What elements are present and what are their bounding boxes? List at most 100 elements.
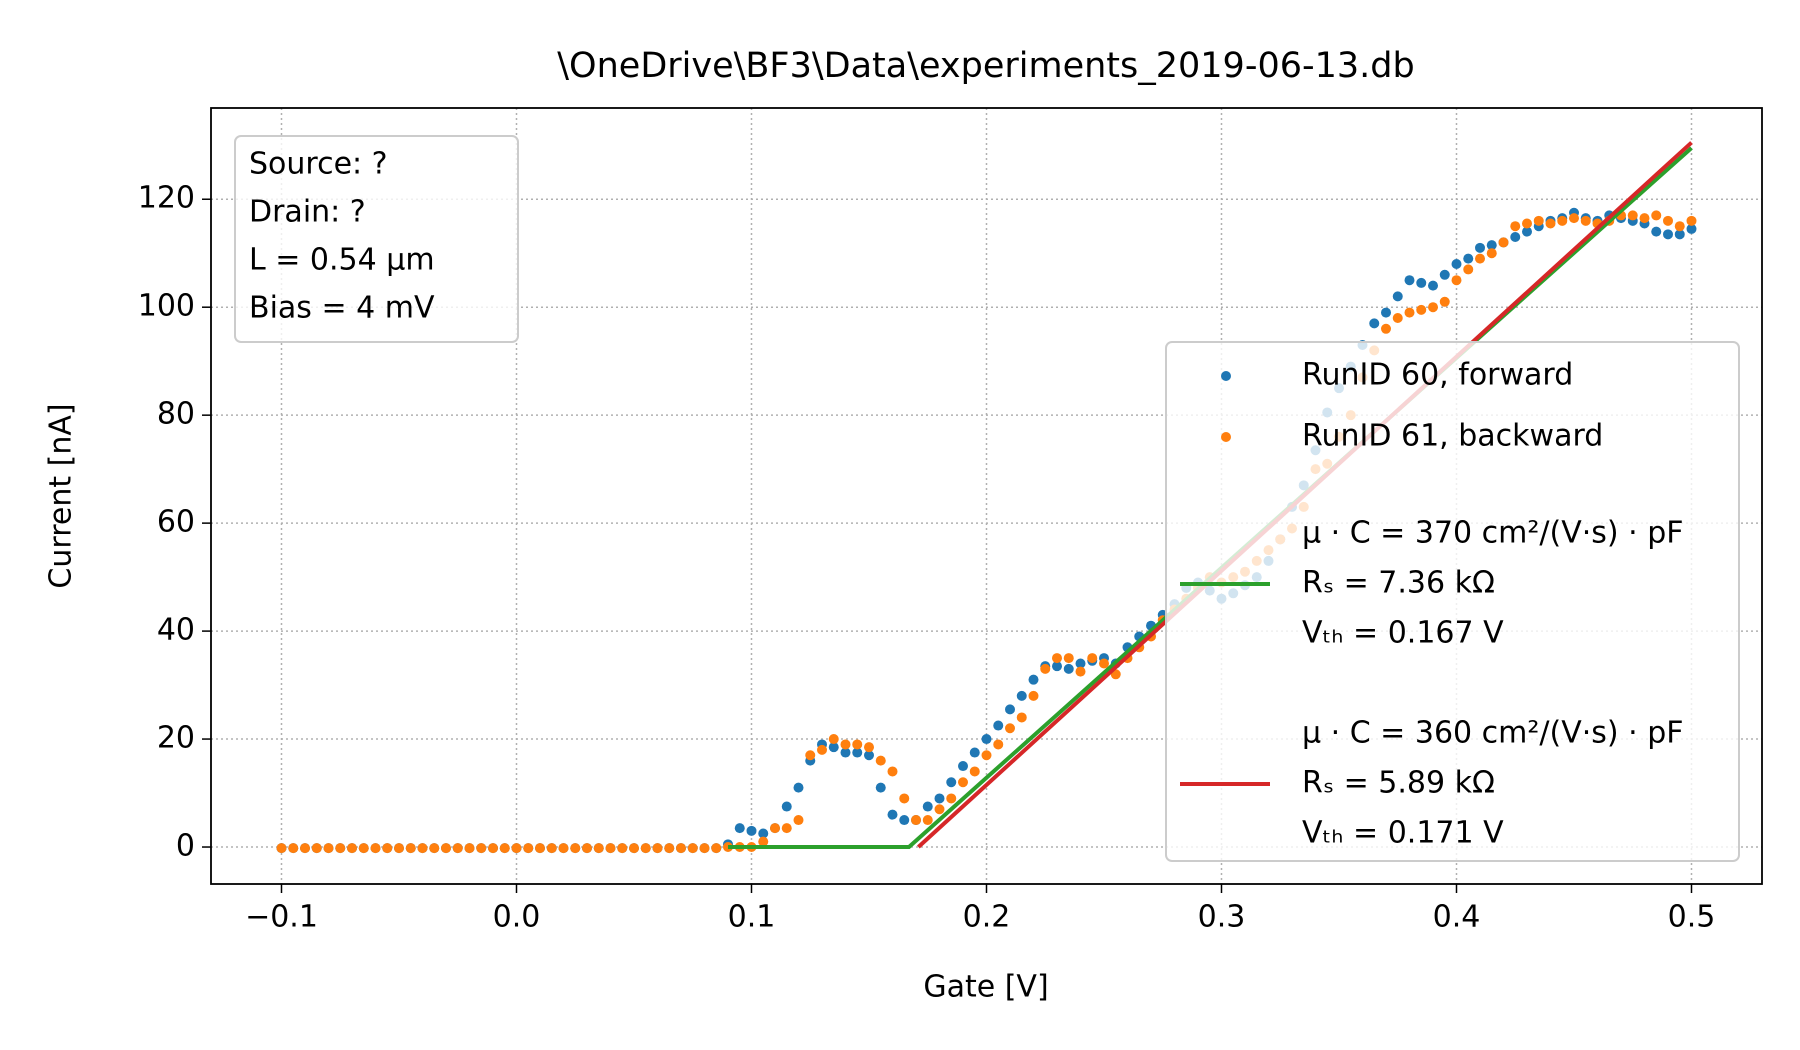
data-point [969, 747, 980, 758]
data-point [629, 843, 639, 854]
data-point [1428, 280, 1438, 291]
data-point [1557, 215, 1568, 226]
data-point [699, 843, 710, 854]
data-point [993, 720, 1004, 731]
data-point [793, 815, 804, 826]
legend-label: RunID 60, forward [1302, 358, 1573, 393]
data-point [1451, 259, 1462, 270]
data-point [1075, 666, 1086, 677]
annotation-text: Drain: ? [249, 195, 366, 230]
data-point [1686, 215, 1697, 226]
data-point [1663, 229, 1673, 240]
x-tick-label: 0.1 [728, 900, 776, 935]
data-point [781, 823, 792, 834]
data-point [969, 766, 980, 777]
data-point [887, 809, 898, 820]
data-point [922, 815, 933, 826]
data-point [452, 843, 463, 854]
data-point [781, 801, 792, 812]
data-point [887, 766, 898, 777]
y-tick-label: 120 [138, 181, 195, 216]
data-point [617, 843, 628, 854]
data-point [1510, 232, 1521, 243]
data-point [1463, 264, 1474, 275]
data-point [535, 843, 545, 854]
data-point [1533, 215, 1544, 226]
data-point [746, 825, 757, 836]
data-point [1475, 242, 1485, 253]
data-point [981, 750, 992, 761]
data-point [1416, 277, 1427, 288]
data-point [570, 843, 581, 854]
annotation-text: Bias = 4 mV [249, 291, 435, 326]
data-point [1674, 221, 1685, 232]
x-tick-label: 0.5 [1668, 900, 1716, 935]
legend-label: Rₛ = 5.89 kΩ [1302, 766, 1495, 801]
data-point [1475, 253, 1485, 264]
data-point [1052, 661, 1062, 672]
data-point [464, 843, 475, 854]
x-tick-label: 0.4 [1433, 900, 1481, 935]
data-point [1392, 312, 1403, 323]
data-point [1005, 723, 1015, 734]
data-point [981, 734, 992, 745]
data-point [1028, 690, 1039, 701]
data-point [1451, 275, 1462, 286]
data-point [1522, 226, 1532, 237]
x-tick-label: 0.2 [963, 900, 1011, 935]
data-point [394, 843, 404, 854]
data-point [1040, 663, 1051, 674]
x-axis-label: Gate [V] [923, 970, 1048, 1005]
legend-label: Vₜₕ = 0.171 V [1302, 816, 1504, 851]
data-point [758, 828, 769, 839]
data-point [640, 843, 651, 854]
data-point [899, 815, 910, 826]
data-point [687, 843, 698, 854]
data-point [1510, 221, 1521, 232]
data-point [946, 777, 957, 788]
data-point [1486, 240, 1497, 251]
data-point [793, 782, 804, 793]
data-point [1416, 304, 1427, 315]
data-point [593, 843, 604, 854]
y-tick-label: 60 [157, 505, 195, 540]
legend-label: μ · C = 360 cm²/(V·s) · pF [1302, 716, 1684, 751]
data-point [1404, 275, 1415, 286]
data-point [288, 843, 299, 854]
data-point [1439, 269, 1450, 280]
x-tick-label: 0.3 [1198, 900, 1246, 935]
annotation-text: L = 0.54 μm [249, 243, 435, 278]
data-point [323, 843, 334, 854]
data-point [840, 747, 851, 758]
data-point [311, 843, 322, 854]
data-point [1486, 248, 1497, 259]
data-point [476, 843, 487, 854]
data-point [958, 761, 968, 772]
data-point [1005, 704, 1015, 715]
data-point [875, 782, 886, 793]
data-point [1099, 658, 1109, 669]
data-point [1087, 653, 1098, 664]
data-point [899, 793, 910, 804]
data-point [511, 843, 522, 854]
data-point [335, 843, 346, 854]
data-point [546, 843, 557, 854]
data-point [875, 755, 886, 766]
data-point [1052, 653, 1062, 664]
data-point [922, 801, 933, 812]
data-point [1381, 307, 1391, 318]
data-point [911, 815, 921, 826]
y-tick-label: 100 [138, 289, 195, 324]
data-point [1651, 210, 1662, 221]
annotation-box [234, 135, 519, 343]
data-point [1439, 296, 1450, 307]
data-point [441, 843, 451, 854]
data-point [828, 742, 839, 753]
data-point [958, 777, 968, 788]
data-point [1639, 213, 1650, 224]
data-point [1392, 291, 1403, 302]
data-point [770, 823, 780, 834]
legend-label: Vₜₕ = 0.167 V [1302, 616, 1504, 651]
data-point [852, 739, 863, 750]
